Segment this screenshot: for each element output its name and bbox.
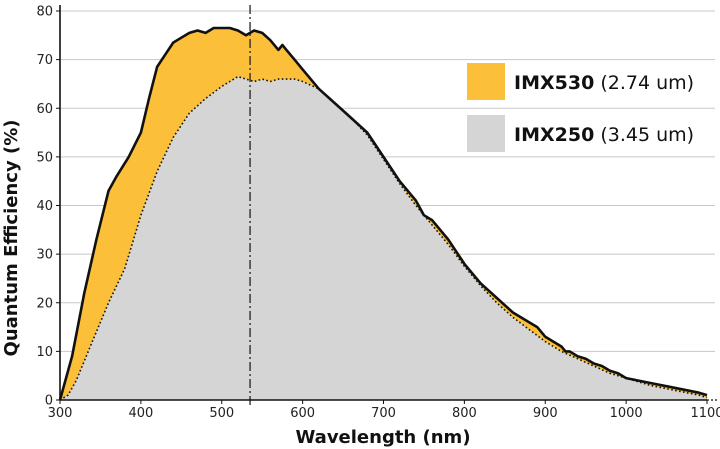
legend: IMX530 (2.74 um) IMX250 (3.45 um)	[467, 63, 694, 152]
axes	[56, 5, 719, 404]
x-tick-labels: 300 400 500 600 700 800 900 1000 1100	[48, 406, 720, 421]
legend-name-imx530: IMX530	[514, 72, 594, 94]
x-axis-title: Wavelength (nm)	[295, 427, 470, 448]
legend-name-imx250: IMX250	[514, 124, 594, 146]
x-tick-label-1100: 1100	[690, 406, 720, 421]
x-tick-label-600: 600	[290, 406, 315, 421]
y-tick-label-50: 50	[36, 150, 53, 165]
legend-swatch-imx530	[467, 63, 505, 100]
legend-detail-imx250: (3.45 um)	[600, 124, 694, 146]
y-tick-label-60: 60	[36, 102, 53, 117]
legend-entry-imx250: IMX250 (3.45 um)	[514, 124, 694, 146]
y-tick-label-70: 70	[36, 53, 53, 68]
y-tick-label-80: 80	[36, 5, 53, 20]
x-tick-label-800: 800	[452, 406, 477, 421]
y-axis-title: Quantum Efficiency (%)	[1, 120, 22, 357]
y-tick-label-20: 20	[36, 296, 53, 311]
legend-detail-imx530: (2.74 um)	[600, 72, 694, 94]
y-tick-labels: 0 10 20 30 40 50 60 70 80	[36, 5, 53, 409]
series-area-imx250	[60, 76, 707, 400]
y-tick-label-40: 40	[36, 199, 53, 214]
x-tick-label-300: 300	[48, 406, 73, 421]
series-lines	[58, 26, 708, 401]
x-tick-label-500: 500	[209, 406, 234, 421]
x-tick-label-900: 900	[533, 406, 558, 421]
series-line-imx250	[59, 75, 708, 401]
x-tick-label-700: 700	[371, 406, 396, 421]
x-tick-label-1000: 1000	[610, 406, 643, 421]
x-tick-label-400: 400	[128, 406, 153, 421]
series-areas	[60, 28, 707, 400]
y-tick-label-10: 10	[36, 345, 53, 360]
y-tick-label-0: 0	[45, 394, 53, 409]
y-tick-label-30: 30	[36, 248, 53, 263]
legend-entry-imx530: IMX530 (2.74 um)	[514, 72, 694, 94]
legend-swatch-imx250	[467, 115, 505, 152]
